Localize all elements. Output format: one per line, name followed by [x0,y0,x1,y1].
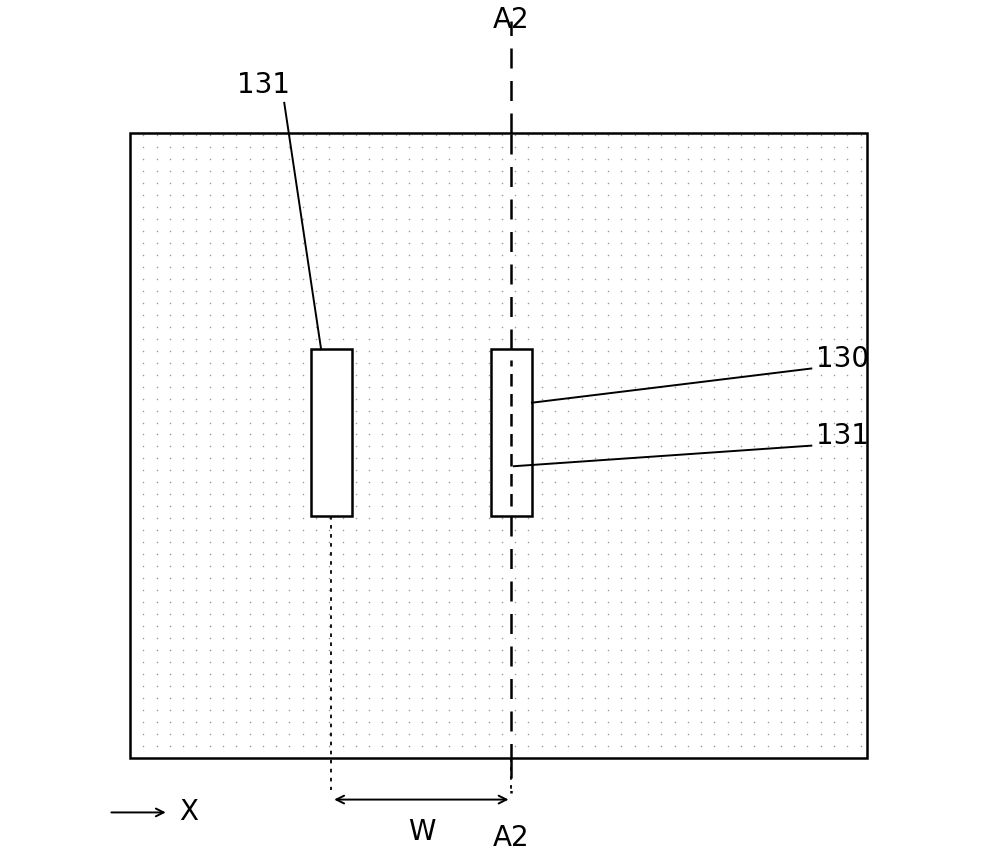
Text: W: W [408,818,435,847]
Bar [130,133,867,758]
Text: 131: 131 [237,70,290,99]
Text: 131: 131 [816,422,868,450]
Bar [491,350,532,516]
Text: A2: A2 [494,824,529,853]
Bar [311,350,352,516]
Text: 130: 130 [816,345,868,373]
Text: A2: A2 [494,6,529,34]
Text: X: X [178,799,197,826]
